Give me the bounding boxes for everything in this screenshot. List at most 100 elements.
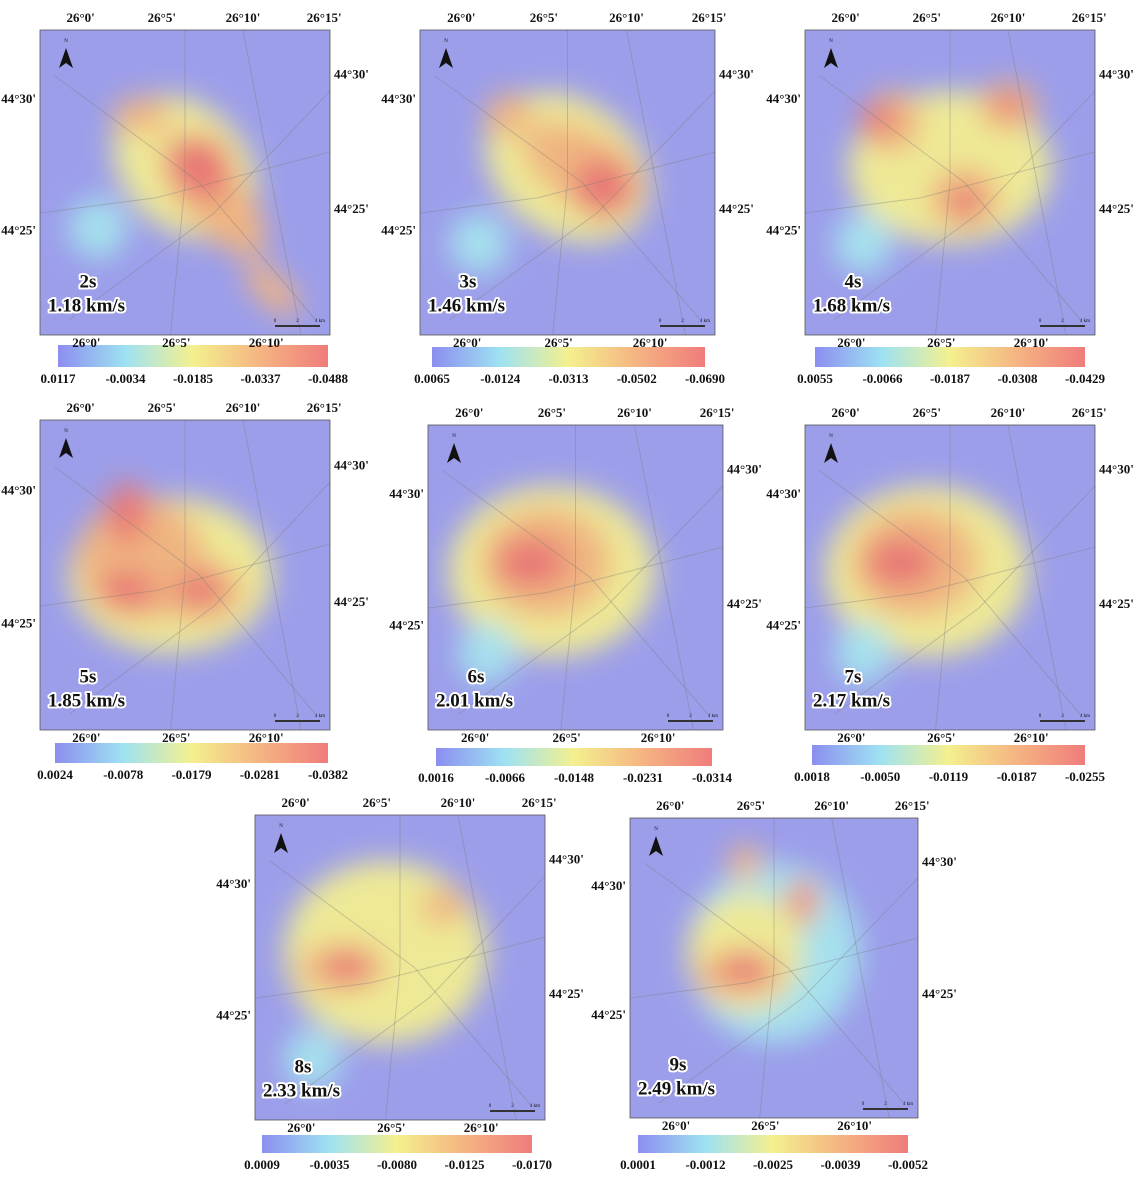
scale-label: 0 bbox=[1039, 319, 1042, 324]
right-lat-label: 44°25' bbox=[922, 986, 957, 1001]
road bbox=[935, 30, 951, 335]
period-label: 6s bbox=[468, 666, 485, 687]
top-lon-label: 26°0' bbox=[66, 10, 94, 25]
road bbox=[68, 90, 330, 321]
heat-blobs bbox=[834, 81, 1052, 274]
heat-blobs bbox=[687, 845, 861, 1043]
heatmap bbox=[805, 30, 1095, 335]
colorbar-tick-label: -0.0502 bbox=[617, 371, 657, 386]
map-panel: N 0 2 4 km 26°0' 26°5' 26°10' 26°15' 44°30' 44°25… bbox=[766, 10, 1134, 386]
heatmap bbox=[428, 425, 723, 730]
velocity-label: 2.49 km/s bbox=[638, 1078, 715, 1099]
left-lat-label: 44°25' bbox=[1, 616, 36, 631]
north-arrow bbox=[439, 48, 453, 68]
scale-label: 4 km bbox=[315, 714, 325, 719]
bottom-lon-label: 26°5' bbox=[751, 1118, 779, 1133]
period-label: 3s bbox=[460, 271, 477, 292]
map-frame bbox=[427, 424, 724, 731]
road bbox=[54, 75, 316, 321]
road bbox=[552, 30, 568, 335]
top-lon-label: 26°5' bbox=[363, 795, 391, 810]
heat-blobs bbox=[448, 486, 656, 685]
colorbar-tick-label: -0.0080 bbox=[377, 1157, 417, 1172]
bottom-lon-label: 26°0' bbox=[837, 730, 865, 745]
scale-label: 2 bbox=[681, 319, 684, 324]
heat-blob bbox=[284, 1028, 342, 1090]
top-lon-label: 26°15' bbox=[692, 10, 727, 25]
heatmap bbox=[805, 425, 1095, 730]
scale-bar bbox=[1040, 325, 1085, 327]
road bbox=[40, 543, 330, 607]
heatmap bbox=[255, 815, 545, 1120]
heat-blob bbox=[727, 845, 763, 881]
scale-bar bbox=[1040, 720, 1085, 722]
bottom-lon-label: 26°5' bbox=[927, 730, 955, 745]
road bbox=[428, 546, 723, 609]
colorbar-tick-label: -0.0050 bbox=[860, 769, 900, 784]
heat-blob bbox=[719, 953, 772, 983]
top-lon-label: 26°10' bbox=[226, 10, 261, 25]
scale-label: 0 bbox=[862, 1102, 865, 1107]
road bbox=[442, 470, 709, 716]
period-label: 8s bbox=[295, 1056, 312, 1077]
colorbar bbox=[815, 347, 1085, 367]
road bbox=[68, 481, 330, 715]
map-frame bbox=[629, 817, 919, 1119]
top-lon-label: 26°10' bbox=[609, 10, 644, 25]
right-lat-label: 44°30' bbox=[719, 67, 754, 82]
top-lon-label: 26°5' bbox=[737, 798, 765, 813]
map-panel: N 0 2 4 km 26°0' 26°5' 26°10' 26°15' 44°30' 44°25… bbox=[216, 795, 584, 1172]
road bbox=[935, 425, 951, 730]
scale-label: 4 km bbox=[708, 714, 718, 719]
top-lon-label: 26°0' bbox=[447, 10, 475, 25]
map-frame bbox=[804, 29, 1096, 336]
bottom-lon-label: 26°10' bbox=[1014, 335, 1049, 350]
top-lon-label: 26°15' bbox=[307, 400, 342, 415]
left-lat-label: 44°25' bbox=[766, 617, 801, 632]
road bbox=[420, 151, 715, 214]
road bbox=[242, 420, 302, 730]
bottom-lon-label: 26°0' bbox=[461, 730, 489, 745]
top-lon-label: 26°10' bbox=[991, 405, 1026, 420]
right-lat-label: 44°25' bbox=[1099, 596, 1134, 611]
right-lat-label: 44°30' bbox=[549, 852, 584, 867]
heat-blob bbox=[993, 94, 1023, 119]
road bbox=[833, 90, 1095, 321]
colorbar-tick-label: -0.0429 bbox=[1065, 371, 1106, 386]
heatmap bbox=[40, 30, 330, 335]
heat-blob bbox=[484, 94, 533, 137]
colorbar-tick-label: -0.0187 bbox=[997, 769, 1038, 784]
bottom-lon-label: 26°10' bbox=[837, 1118, 872, 1133]
heat-blob bbox=[860, 103, 895, 140]
colorbar-tick-label: 0.0065 bbox=[414, 371, 450, 386]
right-lat-label: 44°30' bbox=[727, 462, 762, 477]
road bbox=[833, 485, 1095, 716]
right-lat-label: 44°25' bbox=[1099, 201, 1134, 216]
bottom-lon-label: 26°5' bbox=[927, 335, 955, 350]
heatmap bbox=[630, 818, 918, 1118]
colorbar-tick-label: -0.0034 bbox=[105, 371, 146, 386]
road bbox=[457, 485, 723, 716]
road bbox=[255, 936, 545, 999]
top-lon-label: 26°0' bbox=[455, 405, 483, 420]
heat-blob bbox=[947, 188, 982, 220]
scale-bar bbox=[490, 1110, 535, 1112]
heat-blob bbox=[106, 482, 148, 544]
scale-label: 0 bbox=[274, 714, 277, 719]
top-lon-label: 26°5' bbox=[913, 10, 941, 25]
bottom-lon-label: 26°0' bbox=[837, 335, 865, 350]
heat-blob bbox=[573, 158, 633, 220]
top-lon-label: 26°10' bbox=[226, 400, 261, 415]
map-panel: N 0 2 4 km 26°0' 26°5' 26°10' 26°15' 44°30' 44°25… bbox=[389, 405, 762, 785]
scale-bar bbox=[275, 325, 320, 327]
bottom-lon-label: 26°0' bbox=[662, 1118, 690, 1133]
colorbar-tick-label: 0.0009 bbox=[244, 1157, 280, 1172]
colorbar-tick-label: -0.0281 bbox=[240, 767, 280, 782]
north-label: N bbox=[279, 824, 283, 829]
velocity-label: 1.85 km/s bbox=[48, 690, 125, 711]
top-lon-label: 26°15' bbox=[1072, 10, 1107, 25]
colorbar-tick-label: 0.0117 bbox=[40, 371, 76, 386]
heat-blob bbox=[245, 262, 299, 317]
heat-blobs bbox=[69, 482, 272, 653]
top-lon-label: 26°15' bbox=[1072, 405, 1107, 420]
